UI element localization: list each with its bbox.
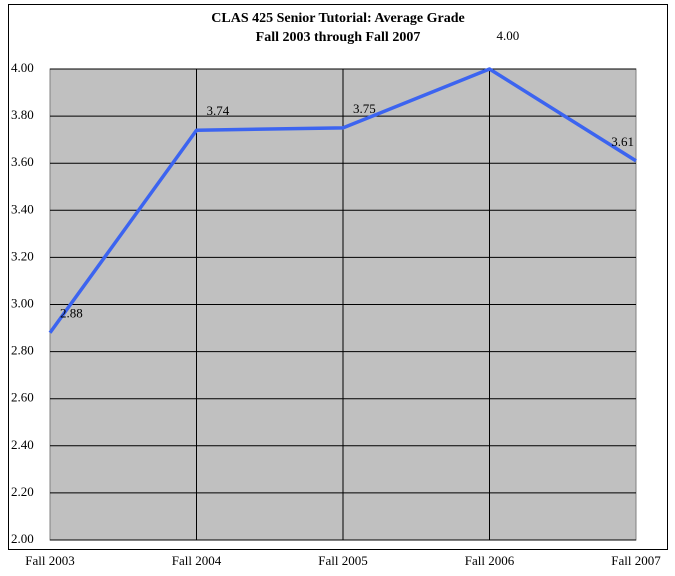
x-tick-label: Fall 2006 (465, 553, 515, 568)
y-tick-label: 3.40 (11, 201, 34, 216)
chart-title: CLAS 425 Senior Tutorial: Average Grade (211, 11, 464, 26)
data-label: 3.75 (353, 101, 376, 116)
x-tick-label: Fall 2003 (25, 553, 74, 568)
x-tick-label: Fall 2004 (172, 553, 222, 568)
y-tick-label: 2.20 (11, 484, 34, 499)
data-label: 2.88 (60, 306, 83, 321)
data-line (48, 67, 637, 334)
x-tick-label: Fall 2005 (318, 553, 367, 568)
y-tick-label: 3.20 (11, 248, 34, 263)
y-tick-label: 2.60 (11, 390, 34, 405)
x-tick-label: Fall 2007 (611, 553, 661, 568)
y-tick-label: 3.80 (11, 107, 34, 122)
data-label: 3.61 (611, 134, 634, 149)
y-tick-label: 4.00 (11, 60, 34, 75)
y-tick-label: 3.00 (11, 295, 34, 310)
y-tick-label: 3.60 (11, 154, 34, 169)
y-tick-label: 2.40 (11, 437, 34, 452)
chart-subtitle: Fall 2003 through Fall 2007 (256, 30, 421, 45)
y-tick-label: 2.00 (11, 531, 34, 546)
y-tick-label: 2.80 (11, 343, 34, 358)
data-label: 4.00 (497, 28, 520, 43)
data-label: 3.74 (207, 103, 230, 118)
